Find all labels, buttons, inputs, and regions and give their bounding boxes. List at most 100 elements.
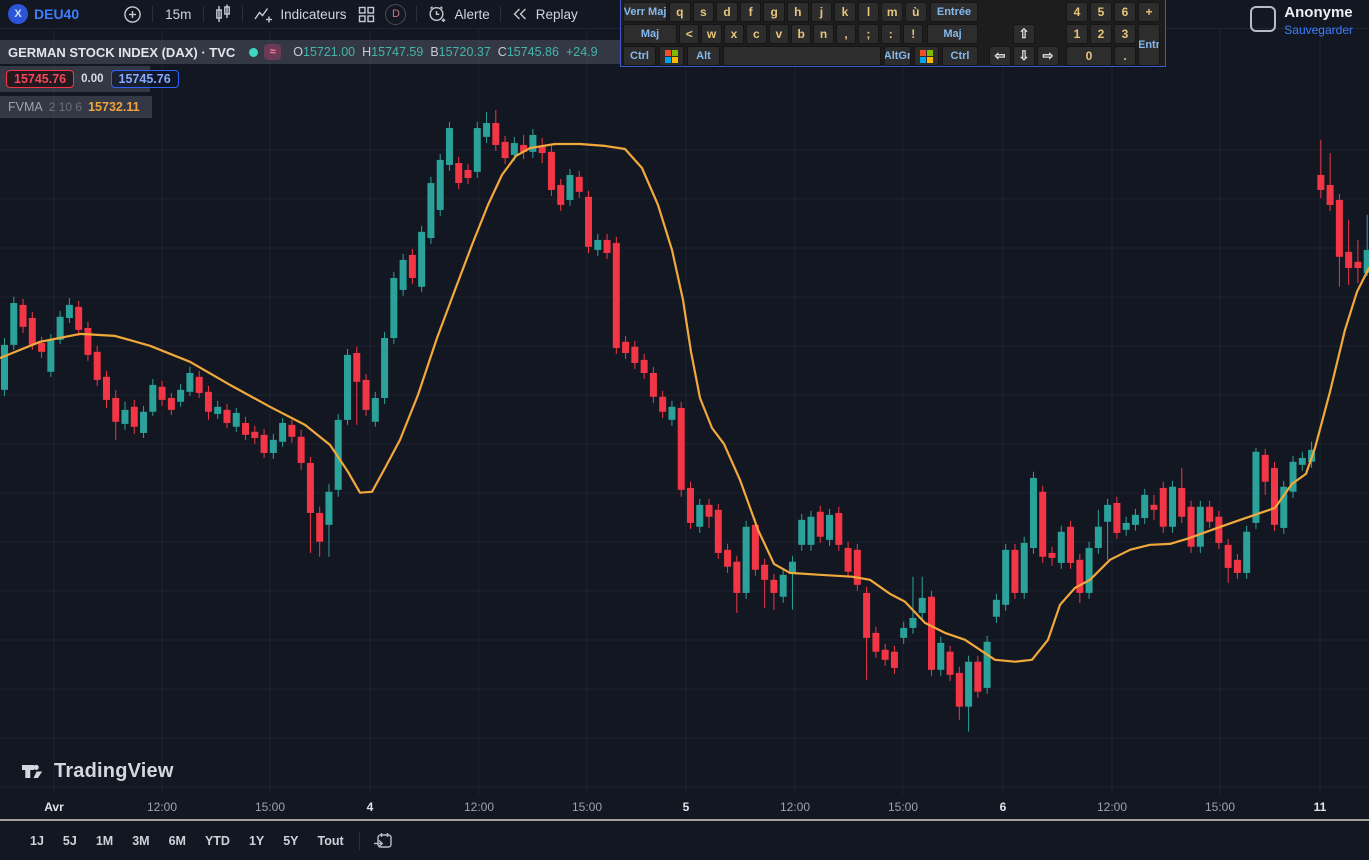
candle	[594, 239, 602, 250]
candle	[38, 342, 46, 352]
range-button-6M[interactable]: 6M	[168, 833, 186, 848]
key-x[interactable]: x	[723, 24, 745, 44]
key-maj-left[interactable]: Maj	[623, 24, 677, 44]
key-h[interactable]: h	[787, 2, 809, 22]
candle	[1, 344, 8, 390]
key-j[interactable]: j	[810, 2, 833, 22]
range-button-5Y[interactable]: 5Y	[283, 833, 299, 848]
candle	[1363, 249, 1369, 274]
candle	[1345, 251, 1353, 269]
replay-button[interactable]: Replay	[535, 6, 578, 22]
chart-type-icon[interactable]	[214, 4, 232, 24]
range-button-1M[interactable]: 1M	[95, 833, 114, 848]
replay-rewind-icon[interactable]	[511, 5, 529, 23]
range-button-1J[interactable]: 1J	[30, 833, 44, 848]
key-num-enter[interactable]: Entr	[1138, 24, 1160, 66]
key-c[interactable]: c	[746, 24, 767, 44]
key-f[interactable]: f	[739, 2, 762, 22]
alert-clock-icon[interactable]	[427, 4, 447, 24]
virtual-keyboard[interactable]: Verr Maj q s d f g h j k l m ù Entrée Maj < w x c v b n,;:! M…	[620, 0, 1166, 67]
candle	[686, 487, 694, 523]
key-num-dot[interactable]: .	[1114, 46, 1136, 66]
key-;[interactable]: ;	[858, 24, 879, 44]
key-maj-right[interactable]: Maj	[927, 24, 978, 44]
candle	[1131, 514, 1139, 525]
layout-grid-icon[interactable]	[358, 6, 375, 23]
key-space[interactable]	[723, 46, 881, 66]
candle	[381, 337, 389, 398]
tradingview-logo[interactable]: TradingView	[20, 758, 174, 785]
fullscreen-icon[interactable]	[1250, 6, 1277, 32]
candle	[473, 128, 481, 172]
key-num-+[interactable]: +	[1138, 2, 1160, 22]
candle	[56, 316, 64, 340]
key-num-2[interactable]: 2	[1090, 24, 1112, 44]
key-n[interactable]: n	[813, 24, 834, 44]
key-b[interactable]: b	[791, 24, 812, 44]
sell-price-badge[interactable]: 15745.76	[6, 70, 75, 88]
add-symbol-icon[interactable]	[123, 5, 142, 24]
key-windows[interactable]	[659, 46, 684, 66]
indicators-button[interactable]: Indicateurs	[280, 6, 347, 22]
key-num-0[interactable]: 0	[1066, 46, 1112, 66]
key-k[interactable]: k	[834, 2, 856, 22]
key-ù[interactable]: ù	[905, 2, 927, 22]
candlestick-chart[interactable]	[0, 0, 1369, 795]
candle	[946, 651, 954, 675]
key-<[interactable]: <	[679, 24, 700, 44]
key-v[interactable]: v	[768, 24, 789, 44]
layout-badge[interactable]: D	[385, 3, 407, 25]
range-button-5J[interactable]: 5J	[62, 833, 77, 848]
range-button-Tout[interactable]: Tout	[317, 833, 344, 848]
key-num-6[interactable]: 6	[1114, 2, 1136, 22]
symbol-title[interactable]: GERMAN STOCK INDEX (DAX) · TVC	[8, 44, 236, 60]
key-arrow-left[interactable]: ⇦	[989, 46, 1011, 66]
candle	[260, 434, 268, 453]
more-menu-icon[interactable]: ⋮	[1361, 8, 1365, 25]
data-flag-icon[interactable]: ≈	[264, 44, 282, 60]
key-arrow-up[interactable]: ⇧	[1013, 24, 1035, 44]
key-arrow-down[interactable]: ⇩	[1013, 46, 1035, 66]
key-altgr[interactable]: AltGr	[884, 46, 911, 66]
key-ctrl-left[interactable]: Ctrl	[623, 46, 656, 66]
time-axis[interactable]: Avr 12:00 15:00 4 12:00 15:00 5 12:00 15:00 6 12:0…	[0, 795, 1369, 820]
key-s[interactable]: s	[692, 2, 715, 22]
key-,[interactable]: ,	[835, 24, 857, 44]
range-button-3M[interactable]: 3M	[132, 833, 150, 848]
account-name[interactable]: Anonyme	[1284, 4, 1353, 21]
key-num-1[interactable]: 1	[1066, 24, 1088, 44]
range-button-YTD[interactable]: YTD	[204, 833, 230, 848]
key-alt[interactable]: Alt	[687, 46, 720, 66]
key-entree[interactable]: Entrée	[930, 2, 978, 22]
candle	[167, 397, 175, 410]
key-ctrl-right[interactable]: Ctrl	[942, 46, 978, 66]
indicator-name[interactable]: FVMA	[8, 100, 43, 114]
candle	[492, 123, 500, 145]
key-arrow-right[interactable]: ⇨	[1037, 46, 1059, 66]
key-l[interactable]: l	[857, 2, 880, 22]
key-g[interactable]: g	[763, 2, 785, 22]
key-num-5[interactable]: 5	[1090, 2, 1112, 22]
broker-logo-icon[interactable]: X	[8, 4, 28, 24]
key-num-3[interactable]: 3	[1114, 24, 1136, 44]
time-tick-Avr: Avr	[44, 800, 64, 814]
interval-button[interactable]: 15m	[165, 6, 192, 22]
key-verr-maj[interactable]: Verr Maj	[623, 2, 667, 22]
key-d[interactable]: d	[716, 2, 738, 22]
save-button[interactable]: Sauvegarder	[1284, 23, 1353, 37]
indicators-icon[interactable]	[253, 5, 273, 24]
key-:[interactable]: :	[880, 24, 901, 44]
candle	[1270, 467, 1278, 525]
symbol-button[interactable]: DEU40	[34, 6, 80, 22]
account-area: Anonyme Sauvegarder ⋮	[1250, 4, 1365, 37]
key-windows[interactable]	[914, 46, 939, 66]
key-![interactable]: !	[903, 24, 924, 44]
key-num-4[interactable]: 4	[1066, 2, 1088, 22]
key-q[interactable]: q	[669, 2, 691, 22]
range-button-1Y[interactable]: 1Y	[248, 833, 265, 848]
buy-price-badge[interactable]: 15745.76	[110, 70, 179, 88]
key-m[interactable]: m	[881, 2, 903, 22]
go-to-date-icon[interactable]	[373, 831, 394, 851]
alert-button[interactable]: Alerte	[454, 6, 490, 22]
key-w[interactable]: w	[701, 24, 722, 44]
